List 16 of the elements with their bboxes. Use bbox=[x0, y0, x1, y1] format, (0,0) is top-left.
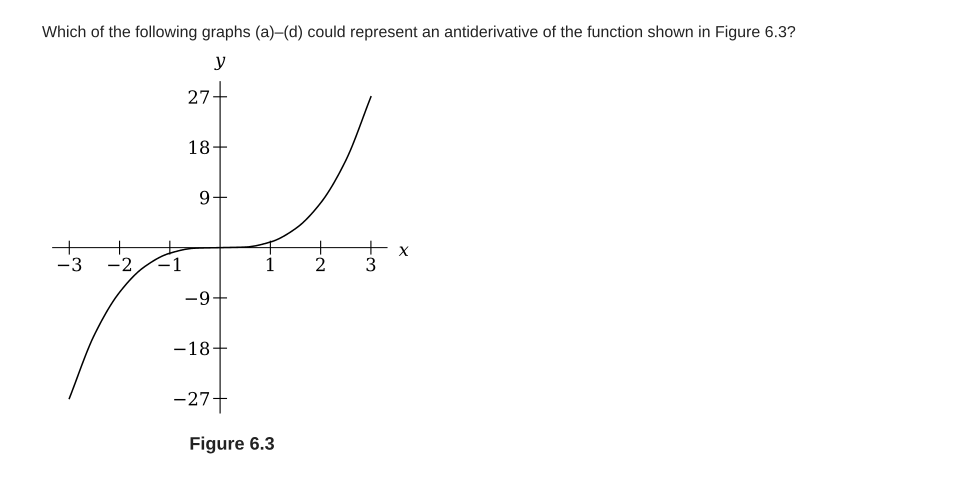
y-tick-label: −27 bbox=[174, 392, 210, 406]
x-tick-label: −1 bbox=[158, 258, 181, 272]
y-tick-label: 27 bbox=[188, 90, 210, 104]
y-axis-title: y bbox=[214, 56, 226, 70]
x-tick-label: 3 bbox=[366, 258, 376, 272]
chart-title: Which of the following graphs (a)–(d) could represent an antiderivative of the function shown in Figure 6.3? bbox=[42, 26, 796, 40]
x-tick-label: −3 bbox=[58, 258, 82, 272]
x-axis-title: x bbox=[398, 246, 409, 256]
y-tick-label: −9 bbox=[186, 291, 210, 306]
x-tick-label: 1 bbox=[266, 258, 274, 272]
caption: Figure 6.3 bbox=[190, 436, 274, 454]
x-tick-label: −2 bbox=[108, 258, 132, 272]
y-tick-label: 18 bbox=[190, 140, 210, 154]
y-tick-label: 9 bbox=[200, 190, 210, 204]
y-tick-label: −18 bbox=[174, 342, 210, 356]
x-tick-label: 2 bbox=[316, 258, 325, 272]
